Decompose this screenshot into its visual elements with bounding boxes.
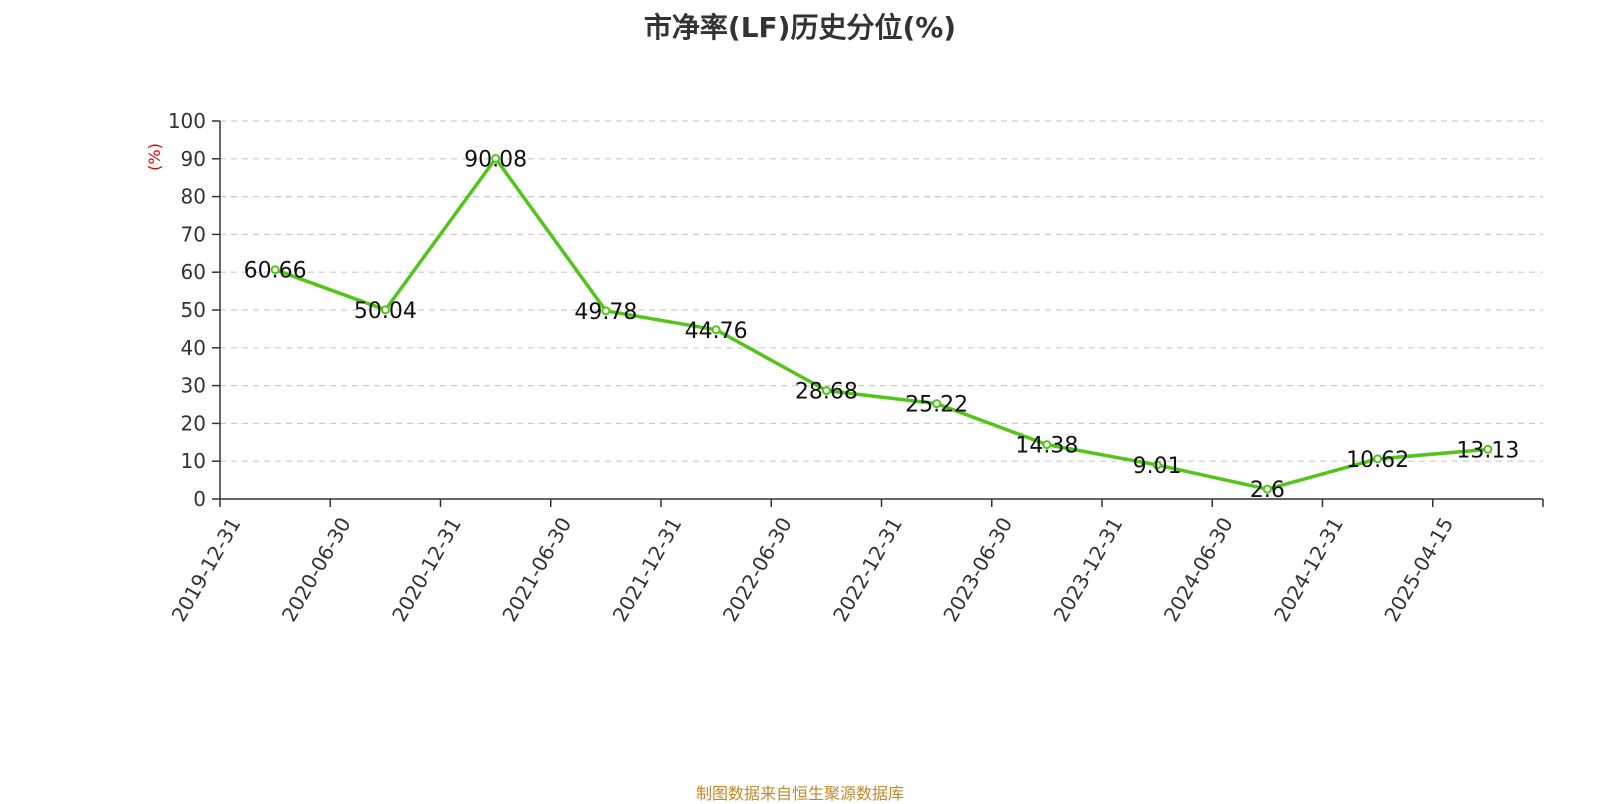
data-point	[491, 153, 501, 163]
data-point	[1483, 444, 1493, 454]
data-label: 2.6	[1250, 478, 1285, 503]
y-tick-label: 40	[181, 336, 206, 360]
y-tick-label: 20	[181, 411, 206, 435]
y-tick-label: 80	[181, 185, 206, 209]
y-tick-label: 100	[168, 109, 206, 133]
y-tick-label: 0	[193, 487, 206, 511]
x-tick-label: 2025-04-15	[1379, 513, 1458, 626]
x-tick-label: 2019-12-31	[167, 513, 246, 626]
data-point	[270, 265, 280, 275]
y-tick-label: 30	[181, 374, 206, 398]
data-point	[1042, 440, 1052, 450]
x-tick-labels: 2019-12-31 2020-06-30 2020-12-31 2021-06-30…	[167, 513, 1459, 626]
x-tick-label: 2021-06-30	[497, 513, 576, 626]
y-tick-label: 70	[181, 222, 206, 246]
y-tick-label: 50	[181, 298, 206, 322]
x-tick-label: 2023-12-31	[1049, 513, 1128, 626]
series-line-group	[270, 153, 1493, 494]
data-label: 44.76	[685, 319, 748, 344]
data-label: 49.78	[574, 300, 637, 325]
data-label: 25.22	[905, 393, 968, 418]
data-point	[1262, 484, 1272, 494]
data-label: 50.04	[354, 299, 417, 324]
data-point	[932, 399, 942, 409]
data-point	[1373, 454, 1383, 464]
data-label: 14.38	[1015, 434, 1078, 459]
data-label: 9.01	[1133, 454, 1182, 479]
data-point	[601, 306, 611, 316]
data-point	[821, 386, 831, 396]
x-tick-label: 2022-06-30	[718, 513, 797, 626]
data-label: 60.66	[244, 259, 307, 284]
data-source-note: 制图数据来自恒生聚源数据库	[695, 784, 904, 803]
series-line	[274, 156, 1489, 491]
x-tick-label: 2020-06-30	[277, 513, 356, 626]
x-tick-label: 2022-12-31	[828, 513, 907, 626]
data-point	[711, 325, 721, 335]
y-tick-label: 60	[181, 260, 206, 284]
y-axis-label: (%)	[145, 143, 164, 171]
y-tick-label: 90	[181, 147, 206, 171]
gridlines	[220, 120, 1543, 462]
x-tick-label: 2021-12-31	[608, 513, 687, 626]
data-point	[380, 305, 390, 315]
chart-title: 市净率(LF)历史分位(%)	[643, 11, 957, 44]
x-tick-label: 2020-12-31	[387, 513, 466, 626]
x-tick-label: 2024-06-30	[1159, 513, 1238, 626]
data-label: 28.68	[795, 380, 858, 405]
x-tick-label: 2023-06-30	[938, 513, 1017, 626]
y-tick-labels: 0 10 20 30 40 50 60 70 80 90 100	[168, 109, 206, 511]
x-tick-label: 2024-12-31	[1269, 513, 1348, 626]
y-tick-label: 10	[181, 449, 206, 473]
data-label: 10.62	[1346, 448, 1409, 473]
data-label: 13.13	[1456, 438, 1519, 463]
data-labels: 60.66 50.04 90.08 49.78 44.76 28.68 25.22 14.38…	[244, 147, 1520, 503]
axes	[212, 120, 1544, 507]
data-point	[1152, 460, 1162, 470]
data-label: 90.08	[464, 147, 527, 172]
